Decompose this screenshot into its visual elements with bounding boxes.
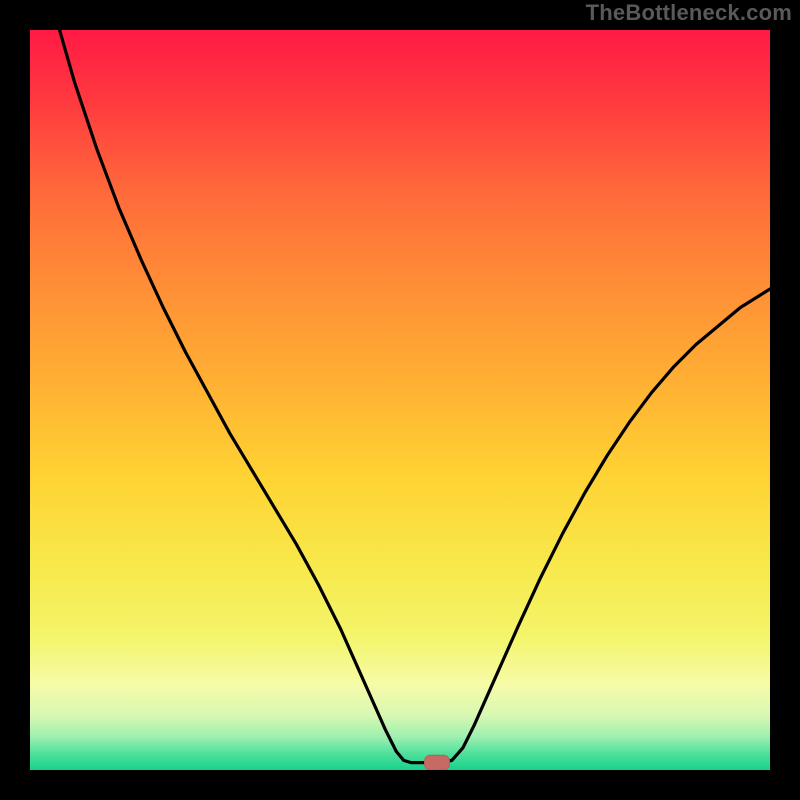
chart-stage: TheBottleneck.com bbox=[0, 0, 800, 800]
optimum-marker bbox=[424, 755, 449, 770]
bottleneck-chart bbox=[0, 0, 800, 800]
plot-background bbox=[30, 30, 770, 770]
watermark-label: TheBottleneck.com bbox=[586, 0, 792, 26]
